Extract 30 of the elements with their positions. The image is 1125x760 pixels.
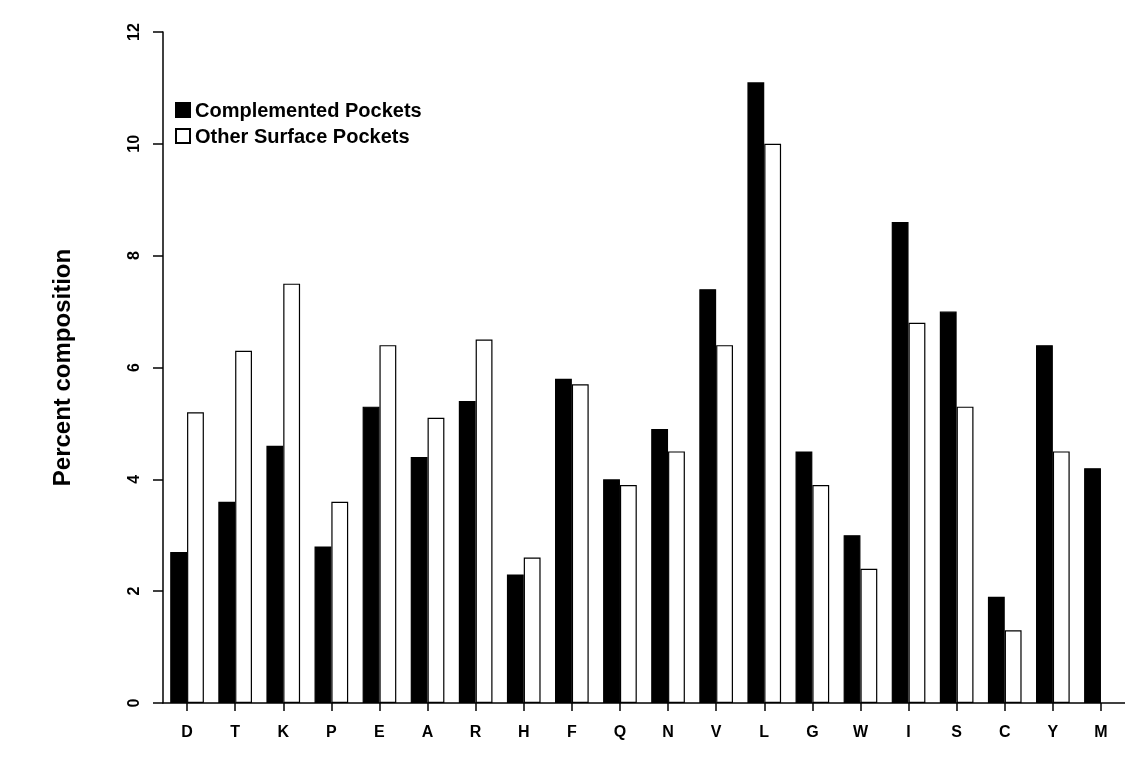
x-tick-label: W (852, 722, 869, 740)
x-tick-label: T (230, 722, 241, 740)
x-tick-label: D (181, 722, 193, 740)
x-tick-label: K (277, 722, 290, 740)
legend-label: Complemented Pockets (195, 99, 422, 121)
legend-label: Other Surface Pockets (195, 125, 410, 147)
x-tick-label: E (374, 722, 386, 740)
y-tick-label: 12 (124, 23, 142, 41)
x-tick-label: A (421, 722, 434, 740)
y-tick-label: 4 (124, 474, 142, 484)
x-tick-label: S (951, 722, 963, 740)
y-tick-label: 10 (124, 134, 142, 153)
x-tick-label: G (806, 722, 819, 740)
x-tick-label: I (906, 722, 911, 740)
x-tick-label: C (998, 722, 1011, 740)
x-tick-label: M (1094, 722, 1108, 740)
x-tick-label: H (517, 722, 530, 740)
y-tick-label: 8 (124, 251, 142, 261)
x-tick-label: V (710, 722, 722, 740)
y-axis-title: Percent composition (47, 248, 75, 487)
x-tick-label: R (469, 722, 482, 740)
y-tick-label: 2 (124, 586, 142, 596)
x-tick-label: Y (1047, 722, 1059, 740)
x-tick-label: F (566, 722, 577, 740)
x-tick-label: Q (613, 722, 627, 740)
y-tick-label: 6 (124, 362, 142, 372)
x-tick-label: N (662, 722, 674, 740)
x-tick-label: L (759, 722, 770, 740)
x-tick-label: P (326, 722, 338, 740)
y-tick-label: 0 (124, 698, 142, 708)
